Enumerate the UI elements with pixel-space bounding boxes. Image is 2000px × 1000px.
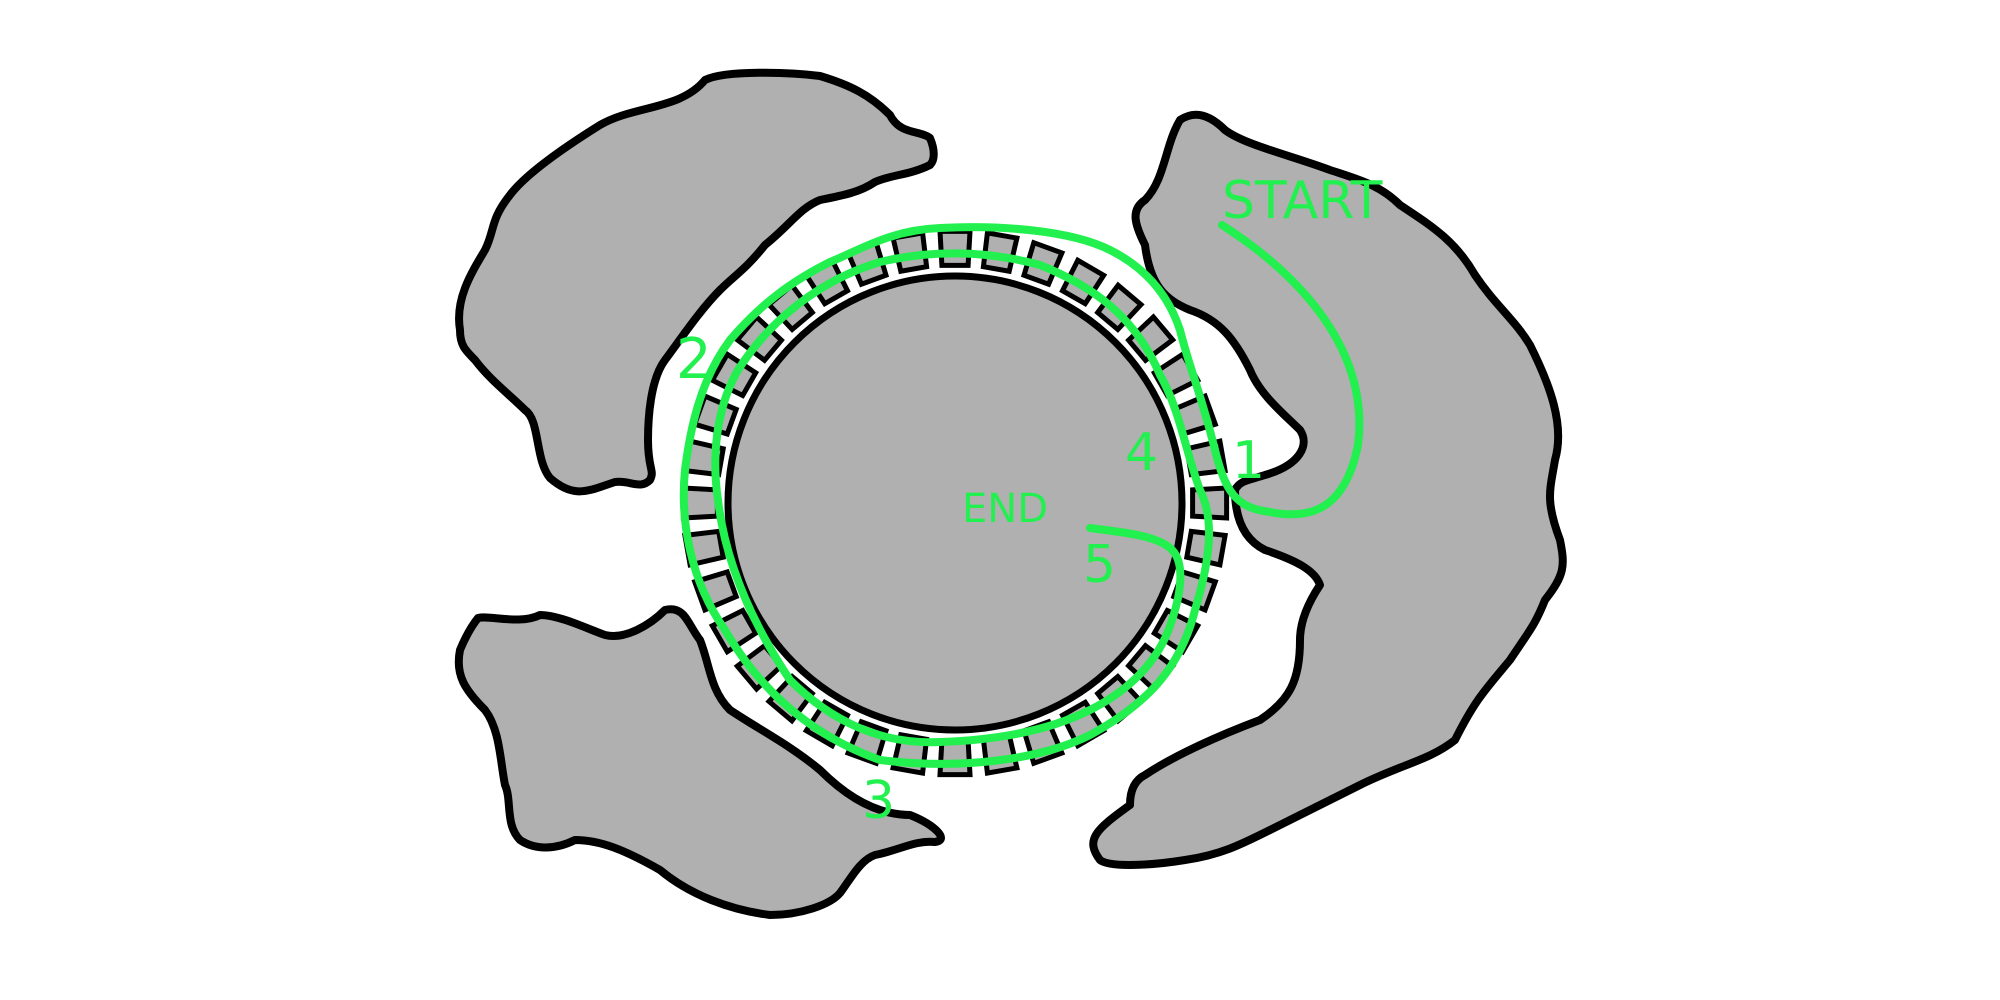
step-1-label: 1: [1232, 431, 1265, 491]
rock-top-left: [455, 68, 938, 496]
step-3-label: 3: [862, 771, 895, 831]
rock-right: [1089, 110, 1567, 869]
start-label: START: [1222, 171, 1383, 231]
step-2-label: 2: [676, 327, 712, 392]
pillar: [937, 228, 973, 268]
pillar: [680, 485, 720, 521]
end-label: END: [962, 486, 1048, 532]
rock-bottom-left: [454, 605, 945, 919]
step-4-label: 4: [1125, 423, 1158, 483]
route-path: [679, 221, 1364, 768]
pillar: [1125, 313, 1177, 364]
step-5-label: 5: [1083, 535, 1116, 595]
central-platform: [724, 272, 1186, 734]
pillar: [1094, 281, 1145, 333]
